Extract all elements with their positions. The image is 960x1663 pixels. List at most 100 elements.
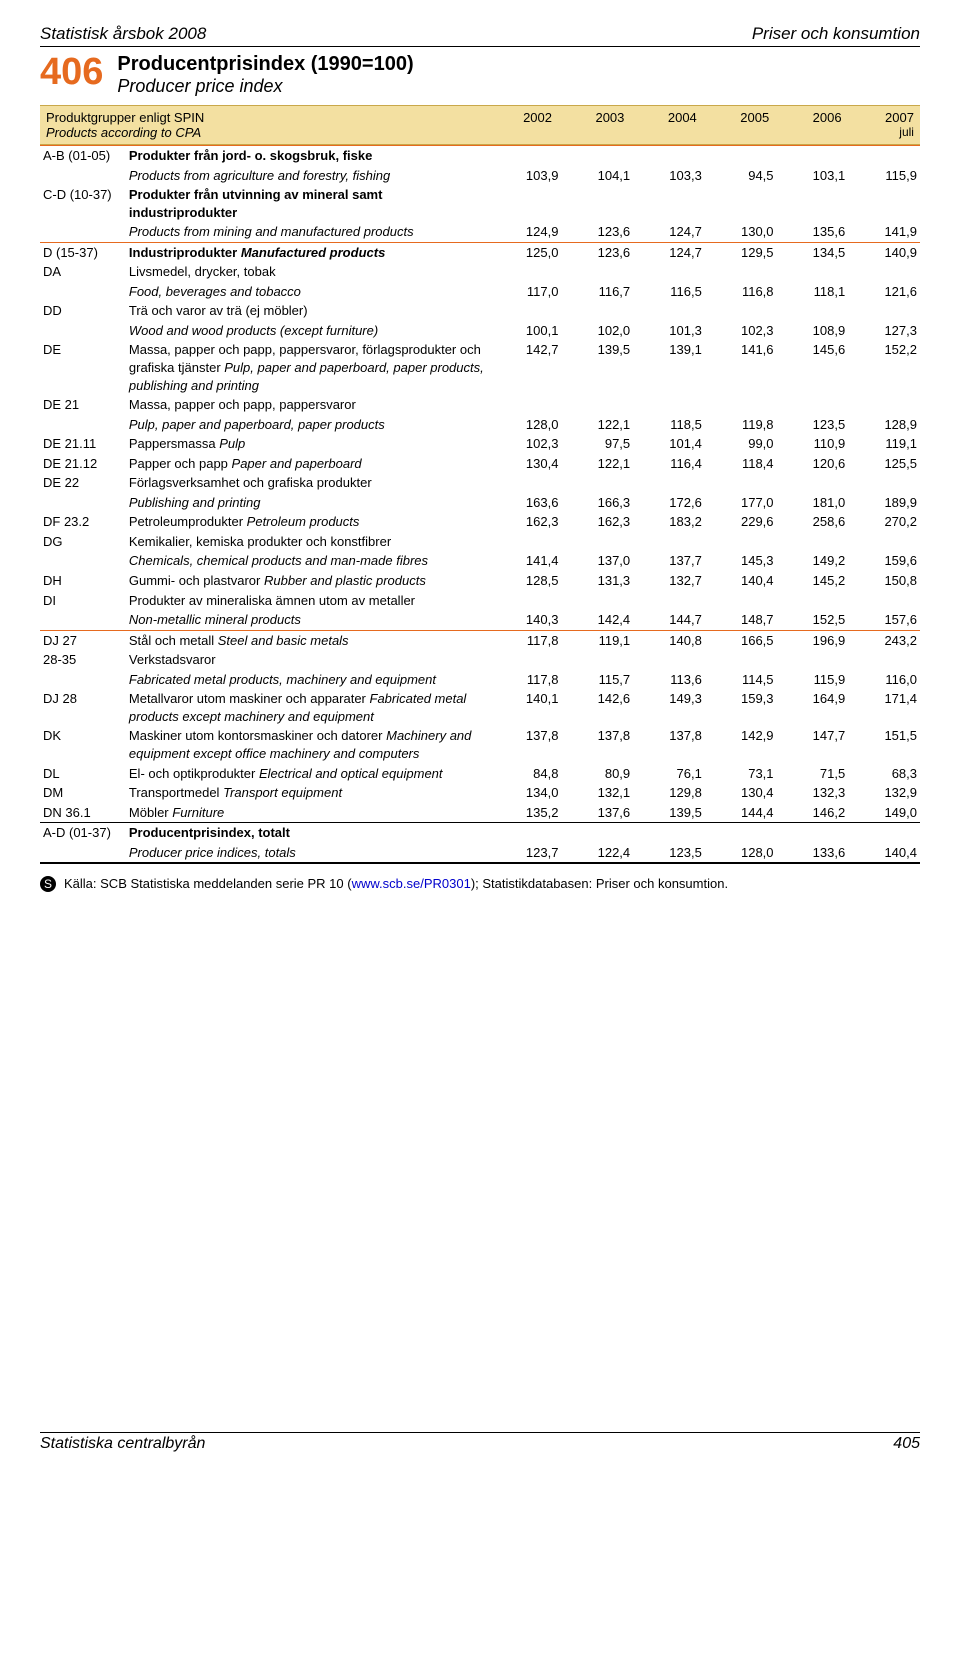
year-header: 2005 [703, 110, 769, 140]
row-code: DJ 27 [40, 630, 126, 650]
row-value: 108,9 [777, 321, 849, 341]
table-row: D (15-37)Industriprodukter Manufactured … [40, 242, 920, 262]
row-value [777, 591, 849, 611]
row-value [633, 591, 705, 611]
table-subtitle: Producer price index [117, 76, 413, 97]
row-value: 116,8 [705, 282, 777, 302]
table-row: Producer price indices, totals123,7122,4… [40, 843, 920, 863]
row-description: Pappersmassa Pulp [126, 434, 490, 454]
table-title: Producentprisindex (1990=100) [117, 53, 413, 76]
table-row: C-D (10-37)Produkter från utvinning av m… [40, 185, 920, 222]
year-header: 2003 [558, 110, 624, 140]
row-value: 119,1 [561, 630, 633, 650]
row-value [490, 185, 562, 222]
row-value: 140,1 [490, 689, 562, 726]
row-value: 142,7 [490, 340, 562, 395]
row-code: DM [40, 783, 126, 803]
row-value: 146,2 [777, 803, 849, 823]
row-value: 150,8 [848, 571, 920, 591]
row-code [40, 551, 126, 571]
row-value [633, 185, 705, 222]
row-code: DK [40, 726, 126, 763]
row-code [40, 670, 126, 690]
row-value: 127,3 [848, 321, 920, 341]
row-value: 145,2 [777, 571, 849, 591]
row-value [490, 146, 562, 166]
row-value: 137,8 [633, 726, 705, 763]
row-description: Non-metallic mineral products [126, 610, 490, 630]
header-years: 200220032004200520062007juli [486, 110, 914, 140]
row-value [848, 262, 920, 282]
row-description: Möbler Furniture [126, 803, 490, 823]
row-value [490, 395, 562, 415]
row-code: A-B (01-05) [40, 146, 126, 166]
row-description: Industriprodukter Manufactured products [126, 242, 490, 262]
row-value: 141,4 [490, 551, 562, 571]
row-value: 134,5 [777, 242, 849, 262]
row-value: 147,7 [777, 726, 849, 763]
row-value [848, 185, 920, 222]
row-value [705, 473, 777, 493]
row-description: Produkter från jord- o. skogsbruk, fiske [126, 146, 490, 166]
row-description: Publishing and printing [126, 493, 490, 513]
row-value [705, 395, 777, 415]
row-description: Fabricated metal products, machinery and… [126, 670, 490, 690]
table-row: Pulp, paper and paperboard, paper produc… [40, 415, 920, 435]
header-left: Statistisk årsbok 2008 [40, 24, 206, 44]
row-value: 163,6 [490, 493, 562, 513]
row-value: 137,0 [561, 551, 633, 571]
row-description: Produkter av mineraliska ämnen utom av m… [126, 591, 490, 611]
row-code [40, 222, 126, 242]
row-value [561, 473, 633, 493]
row-description: Transportmedel Transport equipment [126, 783, 490, 803]
row-description: Food, beverages and tobacco [126, 282, 490, 302]
row-value [848, 591, 920, 611]
source-link[interactable]: www.scb.se/PR0301 [352, 876, 471, 891]
row-code [40, 415, 126, 435]
row-value: 125,5 [848, 454, 920, 474]
row-value: 140,4 [705, 571, 777, 591]
row-value [848, 301, 920, 321]
row-value: 149,2 [777, 551, 849, 571]
row-value: 122,4 [561, 843, 633, 863]
row-value: 171,4 [848, 689, 920, 726]
row-value: 152,5 [777, 610, 849, 630]
row-value [848, 823, 920, 843]
row-code: DI [40, 591, 126, 611]
row-value: 151,5 [848, 726, 920, 763]
row-value: 116,5 [633, 282, 705, 302]
row-value [848, 650, 920, 670]
source-post: ); Statistikdatabasen: Priser och konsum… [471, 876, 728, 891]
row-code: DE 21.11 [40, 434, 126, 454]
row-description: Förlagsverksamhet och grafiska produkter [126, 473, 490, 493]
row-value: 145,3 [705, 551, 777, 571]
row-value: 141,6 [705, 340, 777, 395]
table-row: Publishing and printing163,6166,3172,617… [40, 493, 920, 513]
row-description: Kemikalier, kemiska produkter och konstf… [126, 532, 490, 552]
table-row: DJ 27Stål och metall Steel and basic met… [40, 630, 920, 650]
table-row: DHGummi- och plastvaror Rubber and plast… [40, 571, 920, 591]
table-row: DDTrä och varor av trä (ej möbler) [40, 301, 920, 321]
row-value: 270,2 [848, 512, 920, 532]
table-row: Non-metallic mineral products140,3142,41… [40, 610, 920, 630]
row-value [705, 146, 777, 166]
row-value: 123,5 [633, 843, 705, 863]
row-value: 128,9 [848, 415, 920, 435]
row-value: 177,0 [705, 493, 777, 513]
row-value: 142,6 [561, 689, 633, 726]
table-row: DEMassa, papper och papp, pappersvaror, … [40, 340, 920, 395]
row-value: 148,7 [705, 610, 777, 630]
header-label-secondary: Products according to CPA [46, 125, 486, 140]
row-value [705, 650, 777, 670]
row-value: 123,6 [561, 242, 633, 262]
row-value [777, 146, 849, 166]
row-value: 101,4 [633, 434, 705, 454]
footer-left: Statistiska centralbyrån [40, 1435, 205, 1453]
row-value: 133,6 [777, 843, 849, 863]
row-value: 258,6 [777, 512, 849, 532]
row-description: Producentprisindex, totalt [126, 823, 490, 843]
row-value: 124,9 [490, 222, 562, 242]
row-value: 140,9 [848, 242, 920, 262]
row-code: DN 36.1 [40, 803, 126, 823]
row-value: 149,0 [848, 803, 920, 823]
